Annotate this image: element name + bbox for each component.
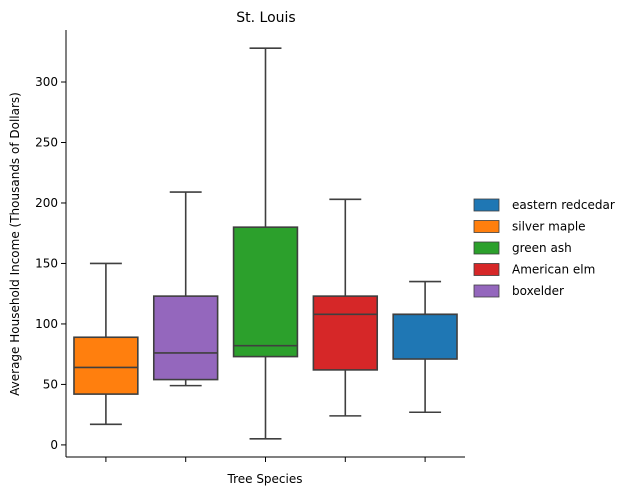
legend-swatch	[473, 220, 500, 233]
y-tick-label: 50	[43, 377, 58, 391]
y-axis-ticks: 0 50 100 150 200 250 300	[35, 75, 66, 452]
box-boxelder	[152, 191, 219, 387]
y-tick-label: 250	[35, 135, 58, 149]
box-silver-maple	[73, 262, 139, 426]
legend-swatch	[473, 263, 500, 276]
box-green-ash	[232, 47, 299, 440]
legend-label: green ash	[512, 241, 572, 255]
legend: eastern redcedar silver maple green ash Ame…	[473, 198, 615, 298]
legend-label: silver maple	[512, 220, 586, 234]
legend-swatch	[473, 284, 500, 298]
legend-label: boxelder	[512, 284, 564, 298]
box-american-elm	[312, 198, 379, 417]
box-series	[73, 47, 458, 440]
y-tick-label: 200	[35, 196, 58, 210]
box-iqr	[73, 336, 139, 395]
box-iqr	[152, 295, 219, 381]
legend-swatch	[473, 241, 500, 255]
legend-label: American elm	[512, 263, 595, 277]
y-tick-label: 300	[35, 75, 58, 89]
box-iqr	[392, 313, 458, 360]
box-eastern-redcedar	[392, 280, 458, 414]
x-axis-ticks	[105, 457, 426, 462]
chart-title: St. Louis	[236, 10, 295, 26]
y-axis-label: Average Household Income (Thousands of D…	[8, 92, 22, 396]
box-iqr	[232, 226, 299, 358]
legend-swatch	[473, 198, 500, 212]
y-tick-label: 150	[35, 256, 58, 270]
box-iqr	[312, 295, 379, 371]
y-tick-label: 100	[35, 317, 58, 331]
y-tick-label: 0	[50, 438, 58, 452]
legend-label: eastern redcedar	[512, 198, 615, 212]
x-axis-label: Tree Species	[227, 472, 303, 486]
